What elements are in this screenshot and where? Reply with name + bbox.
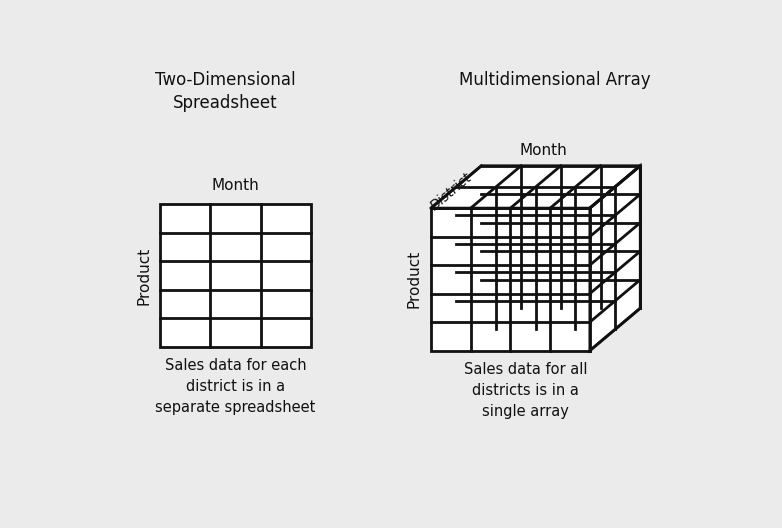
Polygon shape (590, 166, 640, 351)
Text: Sales data for each
district is in a
separate spreadsheet: Sales data for each district is in a sep… (155, 359, 315, 415)
Bar (431, 208, 590, 351)
Text: Product: Product (407, 250, 421, 308)
Text: Month: Month (519, 143, 567, 158)
Text: Multidimensional Array: Multidimensional Array (459, 71, 651, 89)
Bar (482, 166, 640, 308)
Text: Product: Product (137, 247, 152, 305)
Text: Two-Dimensional
Spreadsheet: Two-Dimensional Spreadsheet (156, 71, 296, 112)
Text: Sales data for all
districts is in a
single array: Sales data for all districts is in a sin… (464, 362, 587, 419)
Text: Month: Month (211, 178, 259, 193)
Bar (456, 187, 615, 329)
Polygon shape (431, 166, 640, 208)
Bar (160, 204, 311, 347)
Text: District: District (428, 171, 475, 213)
